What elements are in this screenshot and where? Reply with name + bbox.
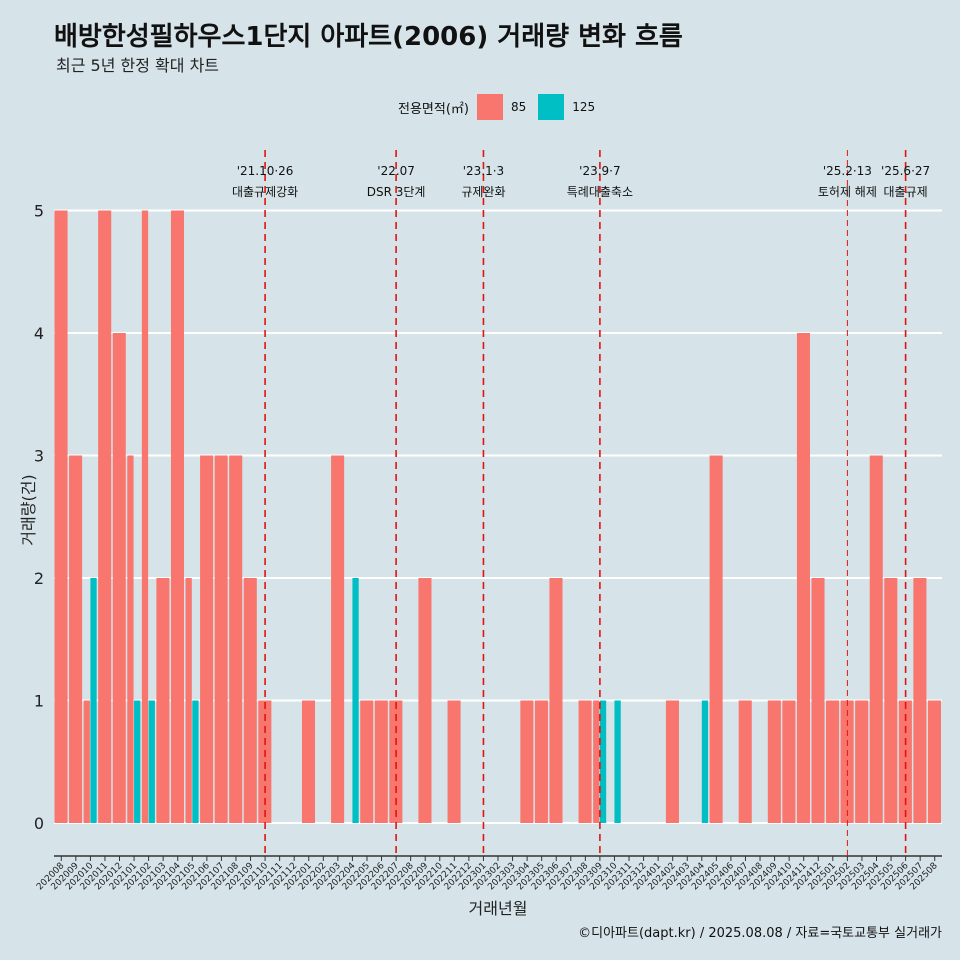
bar-85-202506: [898, 700, 912, 823]
event-date-0: '21.10·26: [237, 164, 294, 178]
bar-85-202108: [229, 455, 243, 823]
bar-85-202206: [374, 700, 388, 823]
bar-85-202009: [69, 455, 83, 823]
y-axis-title: 거래량(건): [19, 474, 38, 545]
bar-85-202205: [360, 700, 374, 823]
bar-125-202204: [352, 578, 359, 823]
bar-85-202305: [534, 700, 548, 823]
bar-125-202010: [90, 578, 97, 823]
y-tick-label-5: 5: [34, 202, 44, 221]
bar-125-202102: [148, 700, 155, 823]
bar-85-202203: [331, 455, 345, 823]
bar-85-202501: [826, 700, 840, 823]
event-date-1: '22.07: [377, 164, 415, 178]
chart-title: 배방한성필하우스1단지 아파트(2006) 거래량 변화 흐름: [54, 22, 683, 52]
bar-85-202504: [869, 455, 883, 823]
bar-125-202101: [134, 700, 141, 823]
event-date-4: '25.2·13: [823, 164, 872, 178]
bar-85-202402: [665, 700, 679, 823]
bar-85-202102: [141, 210, 149, 823]
bar-85-202101: [127, 455, 134, 823]
bar-85-202211: [447, 700, 461, 823]
event-date-2: '23.1·3: [463, 164, 504, 178]
event-label-2: 규제완화: [461, 185, 505, 199]
bar-85-202503: [855, 700, 869, 823]
bar-85-202412: [811, 578, 825, 823]
event-label-0: 대출규제강화: [232, 185, 298, 199]
bar-85-202409: [767, 700, 781, 823]
bar-85-202008: [54, 210, 68, 823]
y-tick-label-2: 2: [34, 569, 44, 588]
bar-85-202410: [782, 700, 796, 823]
bar-85-202104: [170, 210, 185, 823]
event-date-5: '25.6·27: [881, 164, 930, 178]
event-label-1: DSR 3단계: [367, 185, 426, 199]
bar-85-202209: [418, 578, 432, 823]
legend-label-85: 85: [510, 100, 527, 114]
bar-85-202304: [520, 700, 534, 823]
source-caption: ©디아파트(dapt.kr) / 2025.08.08 / 자료=국토교통부 실…: [578, 926, 942, 941]
bar-85-202507: [913, 578, 927, 823]
bar-85-202110: [258, 700, 272, 823]
bar-85-202109: [243, 578, 257, 823]
bar-125-202404: [701, 700, 709, 823]
y-tick-label-0: 0: [34, 814, 44, 833]
bar-85-202106: [200, 455, 214, 823]
bar-85-202508: [927, 700, 941, 823]
event-label-5: 대출규제: [884, 185, 928, 199]
y-tick-label-3: 3: [34, 447, 44, 466]
bar-85-202306: [549, 578, 563, 823]
bar-125-202105: [192, 700, 199, 823]
legend-title: 전용면적(㎡): [398, 101, 469, 117]
legend-swatch-85: [476, 94, 503, 120]
x-axis-title: 거래년월: [469, 899, 528, 918]
bar-85-202405: [709, 455, 723, 823]
bar-125-202310: [614, 700, 621, 823]
bar-85-202105: [185, 578, 192, 823]
bar-85-202010: [83, 700, 90, 823]
event-label-3: 특례대출축소: [567, 185, 633, 199]
bar-85-202011: [98, 210, 112, 823]
bar-85-202107: [214, 455, 228, 823]
bar-85-202407: [738, 700, 752, 823]
bar-85-202308: [578, 700, 592, 823]
bar-85-202012: [112, 333, 126, 823]
legend-label-125: 125: [572, 100, 596, 114]
bar-85-202103: [156, 578, 170, 823]
event-label-4: 토허제 해제: [818, 185, 877, 199]
bar-85-202505: [884, 578, 898, 823]
event-date-3: '23.9·7: [579, 164, 620, 178]
bar-85-202411: [796, 333, 810, 823]
y-tick-label-4: 4: [34, 324, 44, 343]
bar-85-202309: [593, 700, 600, 823]
bar-85-202207: [389, 700, 403, 823]
legend-swatch-125: [538, 94, 565, 120]
legend: 전용면적(㎡) 85 125: [398, 94, 607, 120]
bar-125-202309: [599, 700, 607, 823]
bar-85-202201: [301, 700, 316, 823]
y-tick-label-1: 1: [34, 692, 44, 711]
chart-subtitle: 최근 5년 한정 확대 차트: [56, 56, 220, 75]
